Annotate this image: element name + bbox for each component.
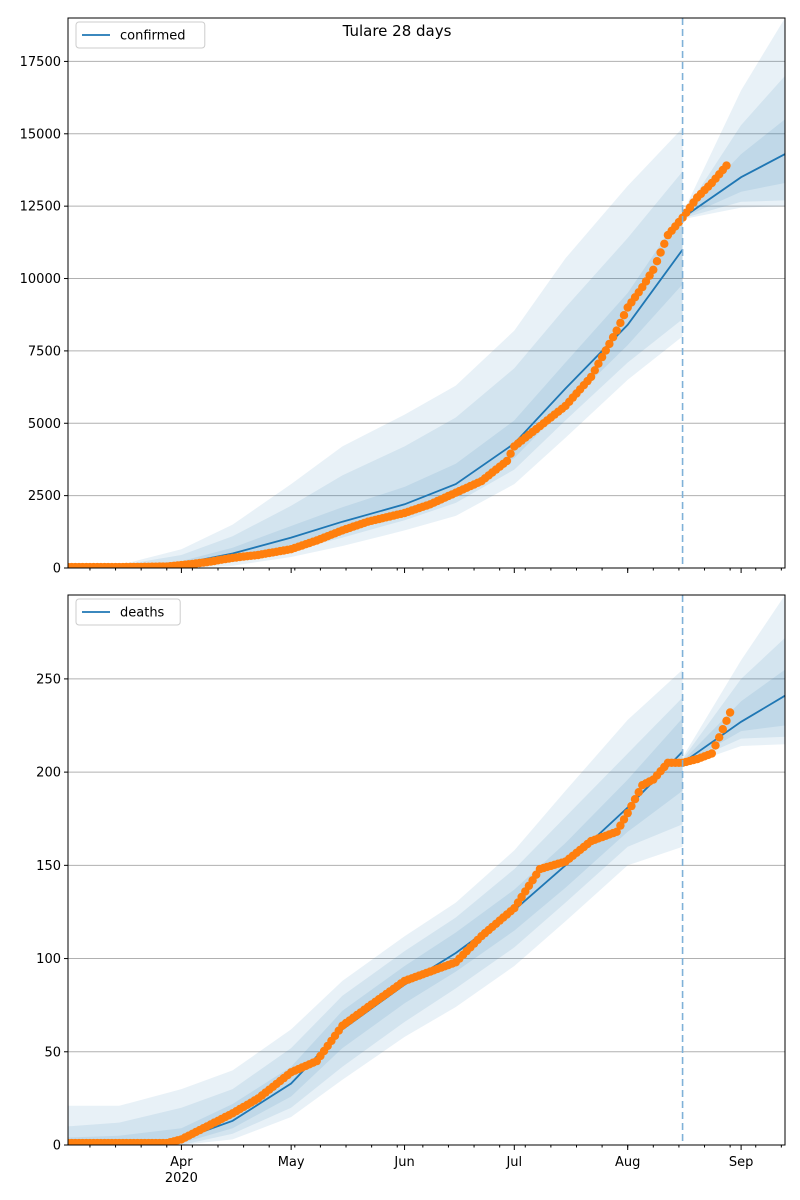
legend-label: confirmed (120, 29, 186, 44)
observed-point (722, 161, 731, 170)
observed-point (627, 801, 636, 811)
y-tick-label: 7500 (28, 344, 61, 359)
y-tick-label: 100 (36, 952, 61, 967)
observed-point (725, 708, 735, 717)
panel-confirmed: 0 2500 5000 7500 10000 12500 15000 17500 confirm… (20, 17, 786, 577)
y-tick-label: 2500 (28, 489, 61, 504)
observed-point (722, 716, 731, 725)
observed-point (630, 795, 640, 804)
observed-point (656, 248, 665, 257)
observed-point (586, 372, 596, 382)
observed-point (707, 749, 716, 758)
uncertainty-band-3 (682, 119, 785, 218)
y-tick-label: 0 (53, 562, 61, 577)
observed-point (652, 257, 662, 266)
figure-title: Tulare 28 days (342, 22, 452, 40)
x-year-label: 2020 (165, 1171, 198, 1186)
y-tick-label: 150 (36, 859, 61, 874)
observed-point (715, 733, 724, 742)
plot-area (68, 595, 785, 1145)
y-tick-label: 17500 (20, 55, 61, 70)
observed-point (660, 239, 669, 248)
legend: deaths (75, 598, 181, 626)
observed-point (711, 741, 720, 750)
observed-point (718, 725, 727, 734)
panel-deaths: 0 50 100 150 200 250 Apr May Jun Jul Aug Sep 2020 dea… (36, 594, 786, 1186)
observed-point (502, 456, 512, 466)
y-tick-label: 5000 (28, 417, 61, 432)
uncertainty-band-2 (682, 637, 785, 765)
x-tick-label: Apr (170, 1155, 193, 1170)
observed-point (597, 352, 607, 362)
y-tick-label: 0 (53, 1139, 61, 1154)
observed-point (605, 339, 614, 349)
y-tick-label: 15000 (20, 127, 61, 142)
x-tick-label: May (278, 1155, 305, 1170)
uncertainty-band-1 (68, 128, 683, 568)
observed-point (634, 788, 643, 797)
observed-point (601, 346, 610, 355)
axes-frame (67, 17, 786, 569)
x-tick-label: Jun (393, 1155, 414, 1170)
observed-point (623, 808, 632, 818)
uncertainty-band-2 (68, 171, 683, 568)
observed-point (608, 333, 618, 342)
uncertainty-band-1 (68, 669, 683, 1145)
plot-area (68, 18, 785, 568)
model-line-forecast (682, 153, 785, 219)
legend: confirmed (75, 21, 206, 49)
legend-label: deaths (120, 606, 165, 621)
observed-point (594, 359, 603, 368)
observed-point (506, 449, 515, 458)
uncertainty-band-1 (682, 18, 785, 220)
y-tick-label: 200 (36, 766, 61, 781)
y-tick-label: 12500 (20, 200, 61, 215)
y-tick-label: 10000 (20, 272, 61, 287)
observed-point (612, 827, 621, 836)
legend-box (75, 21, 206, 49)
observed-point (590, 366, 599, 375)
x-tick-label: Jul (505, 1155, 522, 1170)
y-tick-label: 250 (36, 672, 61, 687)
observed-point (619, 311, 629, 320)
x-tick-label: Sep (729, 1155, 754, 1170)
observed-point (649, 265, 658, 274)
x-tick-label: Aug (615, 1155, 640, 1170)
observed-point (616, 821, 625, 830)
uncertainty-band-3 (68, 211, 683, 568)
observed-point (616, 318, 625, 328)
observed-point (612, 326, 621, 335)
uncertainty-band-1 (682, 595, 785, 767)
model-line-forecast (682, 694, 785, 764)
axes-frame (67, 594, 786, 1146)
observed-point (619, 815, 629, 824)
legend-box (75, 598, 181, 626)
uncertainty-band-3 (682, 669, 785, 765)
y-tick-label: 50 (44, 1045, 61, 1060)
